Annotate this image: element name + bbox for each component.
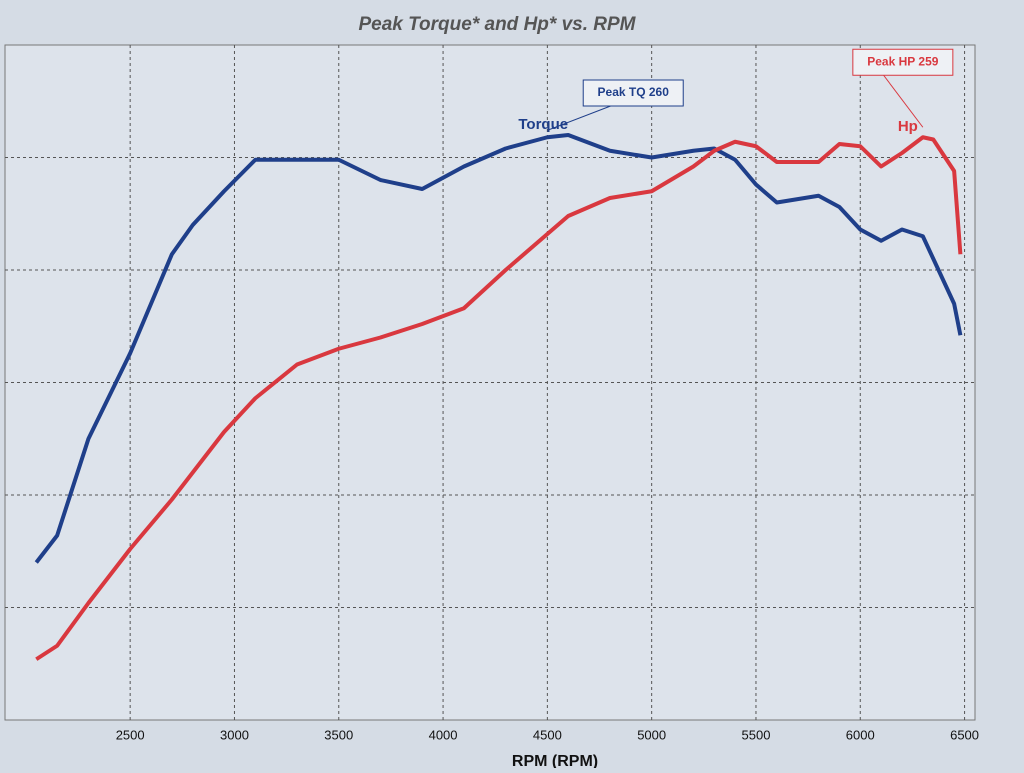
annotation-leader: [548, 104, 614, 131]
annotation: Peak TQ 260: [598, 85, 670, 99]
x-tick-label: 4000: [429, 727, 458, 742]
x-tick-label: 3500: [324, 727, 353, 742]
x-tick-label: 2500: [116, 727, 145, 742]
annotation-leader: [882, 73, 924, 128]
series-label: Torque: [518, 116, 568, 133]
annotation: Peak HP 259: [867, 54, 938, 68]
x-tick-label: 6000: [846, 727, 875, 742]
series-label: Hp: [898, 118, 918, 135]
series-line: [34, 133, 963, 564]
annotation-box: [852, 48, 954, 76]
x-tick-label: 6500: [950, 727, 979, 742]
annotation-box: [582, 79, 684, 107]
x-tick-label: 5000: [637, 727, 666, 742]
chart-title: Peak Torque* and Hp* vs. RPM: [359, 14, 637, 35]
x-tick-label: 4500: [533, 727, 562, 742]
series-line: [35, 135, 963, 661]
plot-area: [4, 44, 976, 721]
x-axis-label: RPM (RPM): [512, 753, 598, 768]
x-tick-label: 5500: [742, 727, 771, 742]
x-tick-label: 3000: [220, 727, 249, 742]
